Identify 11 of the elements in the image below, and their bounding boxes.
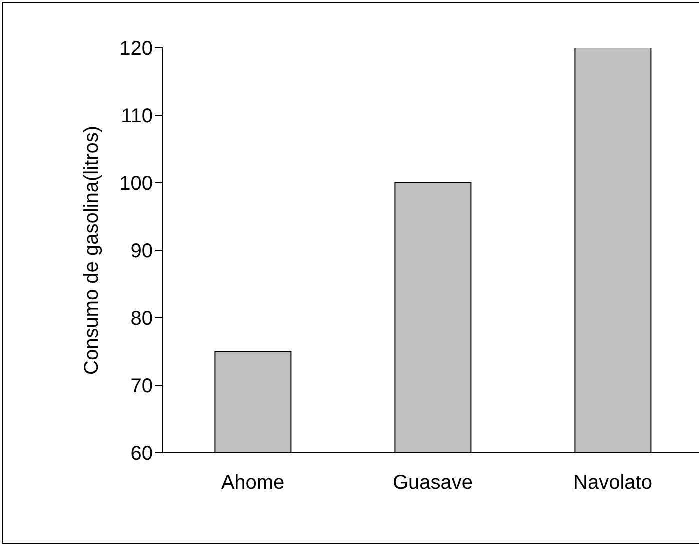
y-tick-label: 90 <box>130 240 153 263</box>
x-tick-label: Ahome <box>221 472 285 494</box>
y-tick-label: 60 <box>130 443 153 466</box>
x-tick-label: Navolato <box>574 472 652 494</box>
y-tick-label: 100 <box>120 173 153 196</box>
x-tick-label: Guasave <box>392 472 474 494</box>
y-axis-title: Consumo de gasolina(litros) <box>81 126 104 376</box>
y-tick-label: 120 <box>120 38 153 60</box>
y-tick-label: 70 <box>130 376 153 398</box>
y-tick-label: 80 <box>130 308 153 330</box>
y-tick-label: 110 <box>121 106 153 128</box>
